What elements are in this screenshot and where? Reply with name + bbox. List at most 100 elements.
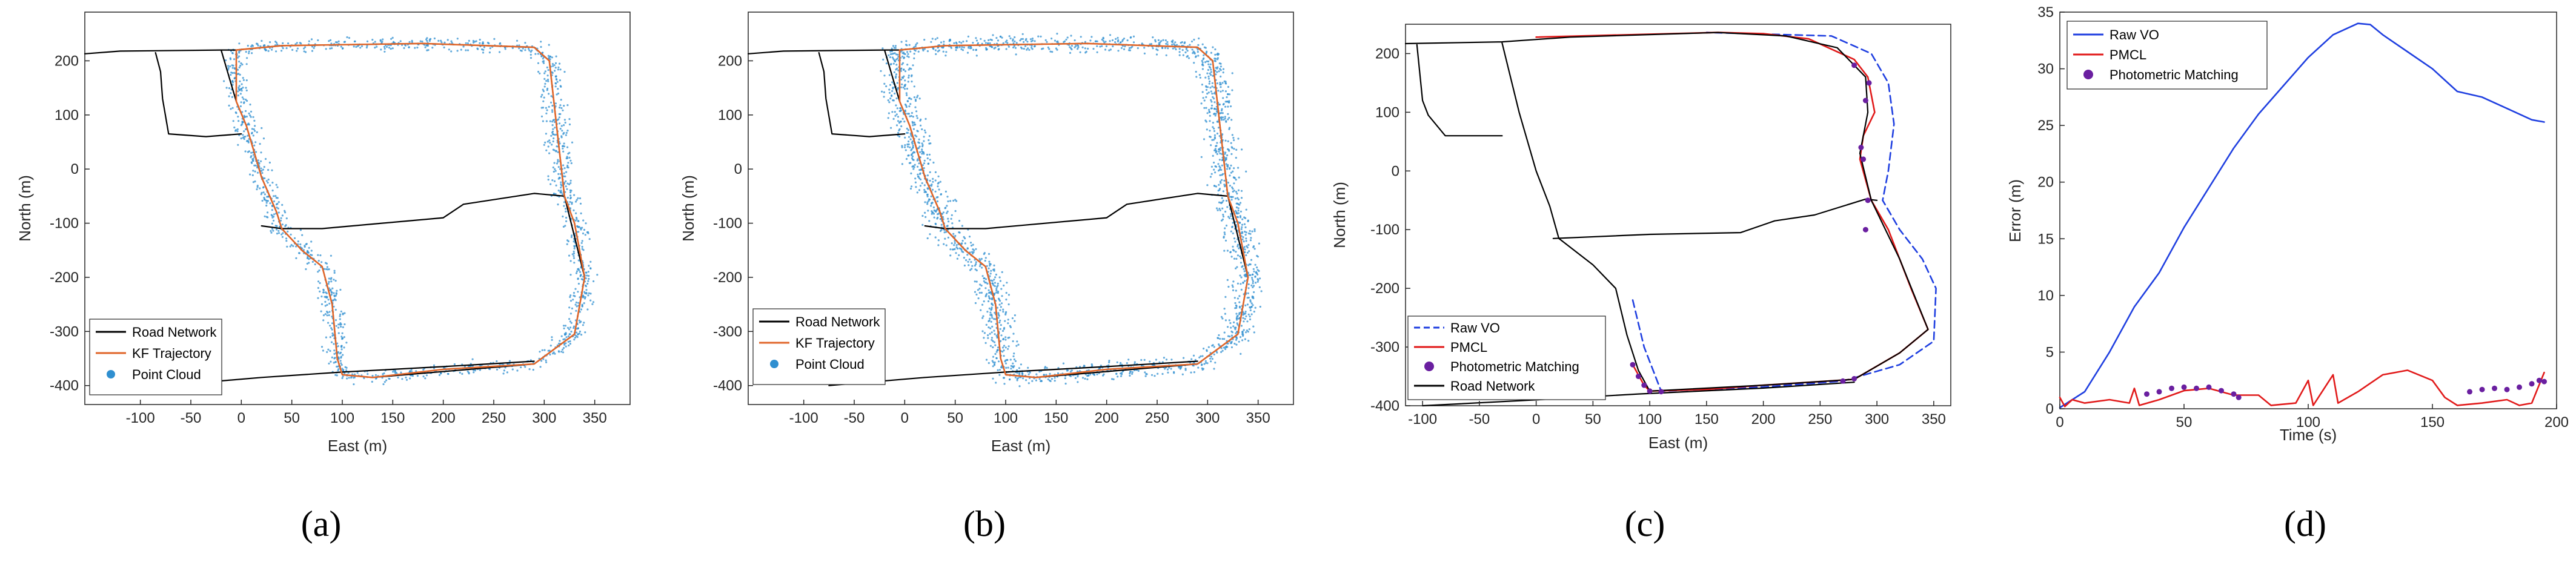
point-cloud-point — [892, 62, 895, 65]
point-cloud-point — [916, 117, 918, 119]
point-cloud-point — [1227, 164, 1229, 167]
point-cloud-point — [322, 349, 325, 352]
point-cloud-point — [998, 48, 1000, 50]
point-cloud-point — [919, 172, 921, 174]
point-cloud-point — [566, 182, 569, 185]
point-cloud-point — [949, 200, 952, 202]
point-cloud-point — [1206, 93, 1209, 95]
point-cloud-point — [574, 200, 577, 203]
point-cloud-point — [1190, 40, 1193, 43]
point-cloud-point — [1048, 48, 1051, 50]
point-cloud-point — [256, 171, 259, 174]
point-cloud-point — [968, 258, 971, 260]
point-cloud-point — [906, 51, 909, 53]
point-cloud-point — [913, 121, 915, 124]
point-cloud-point — [910, 172, 912, 174]
point-cloud-point — [923, 140, 925, 142]
point-cloud-point — [910, 154, 912, 156]
point-cloud-point — [251, 162, 253, 164]
point-cloud-point — [238, 50, 241, 53]
point-cloud-point — [958, 46, 961, 48]
point-cloud-point — [556, 93, 558, 96]
point-cloud-point — [1018, 373, 1021, 375]
point-cloud-point — [1132, 35, 1135, 38]
point-cloud-point — [988, 326, 990, 329]
point-cloud-point — [1240, 257, 1243, 259]
point-cloud-point — [1117, 39, 1120, 41]
point-cloud-point — [1249, 316, 1251, 318]
point-cloud-point — [519, 49, 522, 51]
point-cloud-point — [1173, 43, 1175, 45]
point-cloud-point — [1244, 311, 1247, 313]
point-cloud-point — [916, 191, 918, 194]
point-cloud-point — [1215, 151, 1217, 154]
point-cloud-point — [914, 181, 917, 183]
point-cloud-point — [547, 349, 549, 352]
point-cloud-point — [327, 268, 329, 271]
point-cloud-point — [285, 224, 287, 226]
point-cloud-point — [427, 49, 430, 51]
point-cloud-point — [546, 140, 549, 143]
line-layer — [747, 42, 1249, 386]
point-cloud-point — [1237, 137, 1240, 140]
point-cloud-point — [311, 50, 314, 52]
point-cloud-point — [237, 86, 240, 89]
point-cloud-point — [930, 195, 932, 197]
point-cloud-point — [1086, 378, 1089, 381]
point-cloud-point — [926, 195, 929, 197]
point-cloud-point — [543, 96, 545, 99]
point-cloud-point — [239, 93, 242, 95]
point-cloud-point — [334, 357, 336, 359]
point-cloud-point — [1028, 48, 1031, 51]
point-cloud-point — [289, 245, 291, 248]
point-cloud-point — [1137, 369, 1140, 372]
point-cloud-point — [1182, 54, 1184, 56]
point-cloud-point — [404, 44, 407, 47]
point-cloud-point — [937, 185, 939, 188]
point-cloud-point — [896, 82, 898, 84]
point-cloud-point — [588, 274, 590, 277]
point-cloud-point — [1210, 101, 1213, 103]
point-cloud-point — [236, 130, 239, 133]
point-cloud-point — [371, 39, 374, 41]
point-cloud-point — [980, 257, 983, 260]
point-cloud-point — [921, 164, 924, 167]
point-cloud-point — [987, 334, 989, 337]
point-cloud-point — [921, 48, 925, 50]
point-cloud-point — [958, 254, 960, 256]
point-cloud-point — [1121, 373, 1123, 375]
point-cloud-point — [892, 117, 895, 120]
point-cloud-point — [569, 294, 572, 297]
point-cloud-point — [1216, 71, 1218, 73]
point-cloud-point — [1220, 90, 1222, 93]
point-cloud-point — [456, 50, 459, 52]
point-cloud-point — [556, 145, 558, 148]
point-cloud-point — [1234, 307, 1237, 309]
point-cloud-point — [577, 220, 579, 222]
point-cloud-point — [261, 172, 264, 174]
point-cloud-point — [1211, 93, 1213, 95]
point-cloud-point — [918, 189, 921, 191]
point-cloud-point — [392, 371, 394, 373]
plot-area-frame — [84, 12, 631, 405]
point-cloud-point — [1235, 179, 1237, 181]
point-cloud-point — [946, 212, 948, 214]
point-cloud-point — [456, 38, 459, 40]
point-cloud-point — [937, 175, 940, 177]
road-network-line — [84, 42, 565, 230]
point-cloud-point — [1167, 371, 1169, 374]
point-cloud-point — [330, 280, 333, 283]
point-cloud-point — [1232, 137, 1235, 139]
point-cloud-point — [557, 68, 560, 71]
point-cloud-point — [906, 94, 908, 96]
point-cloud-point — [1227, 93, 1229, 96]
point-cloud-point — [1219, 152, 1221, 155]
point-cloud-point — [1101, 38, 1103, 41]
point-cloud-point — [1216, 153, 1218, 155]
point-cloud-point — [382, 38, 384, 41]
point-cloud-point — [1007, 303, 1010, 306]
point-cloud-point — [1202, 58, 1204, 61]
point-cloud-point — [1214, 53, 1217, 56]
point-cloud-point — [1232, 280, 1235, 283]
point-cloud-point — [569, 296, 571, 299]
